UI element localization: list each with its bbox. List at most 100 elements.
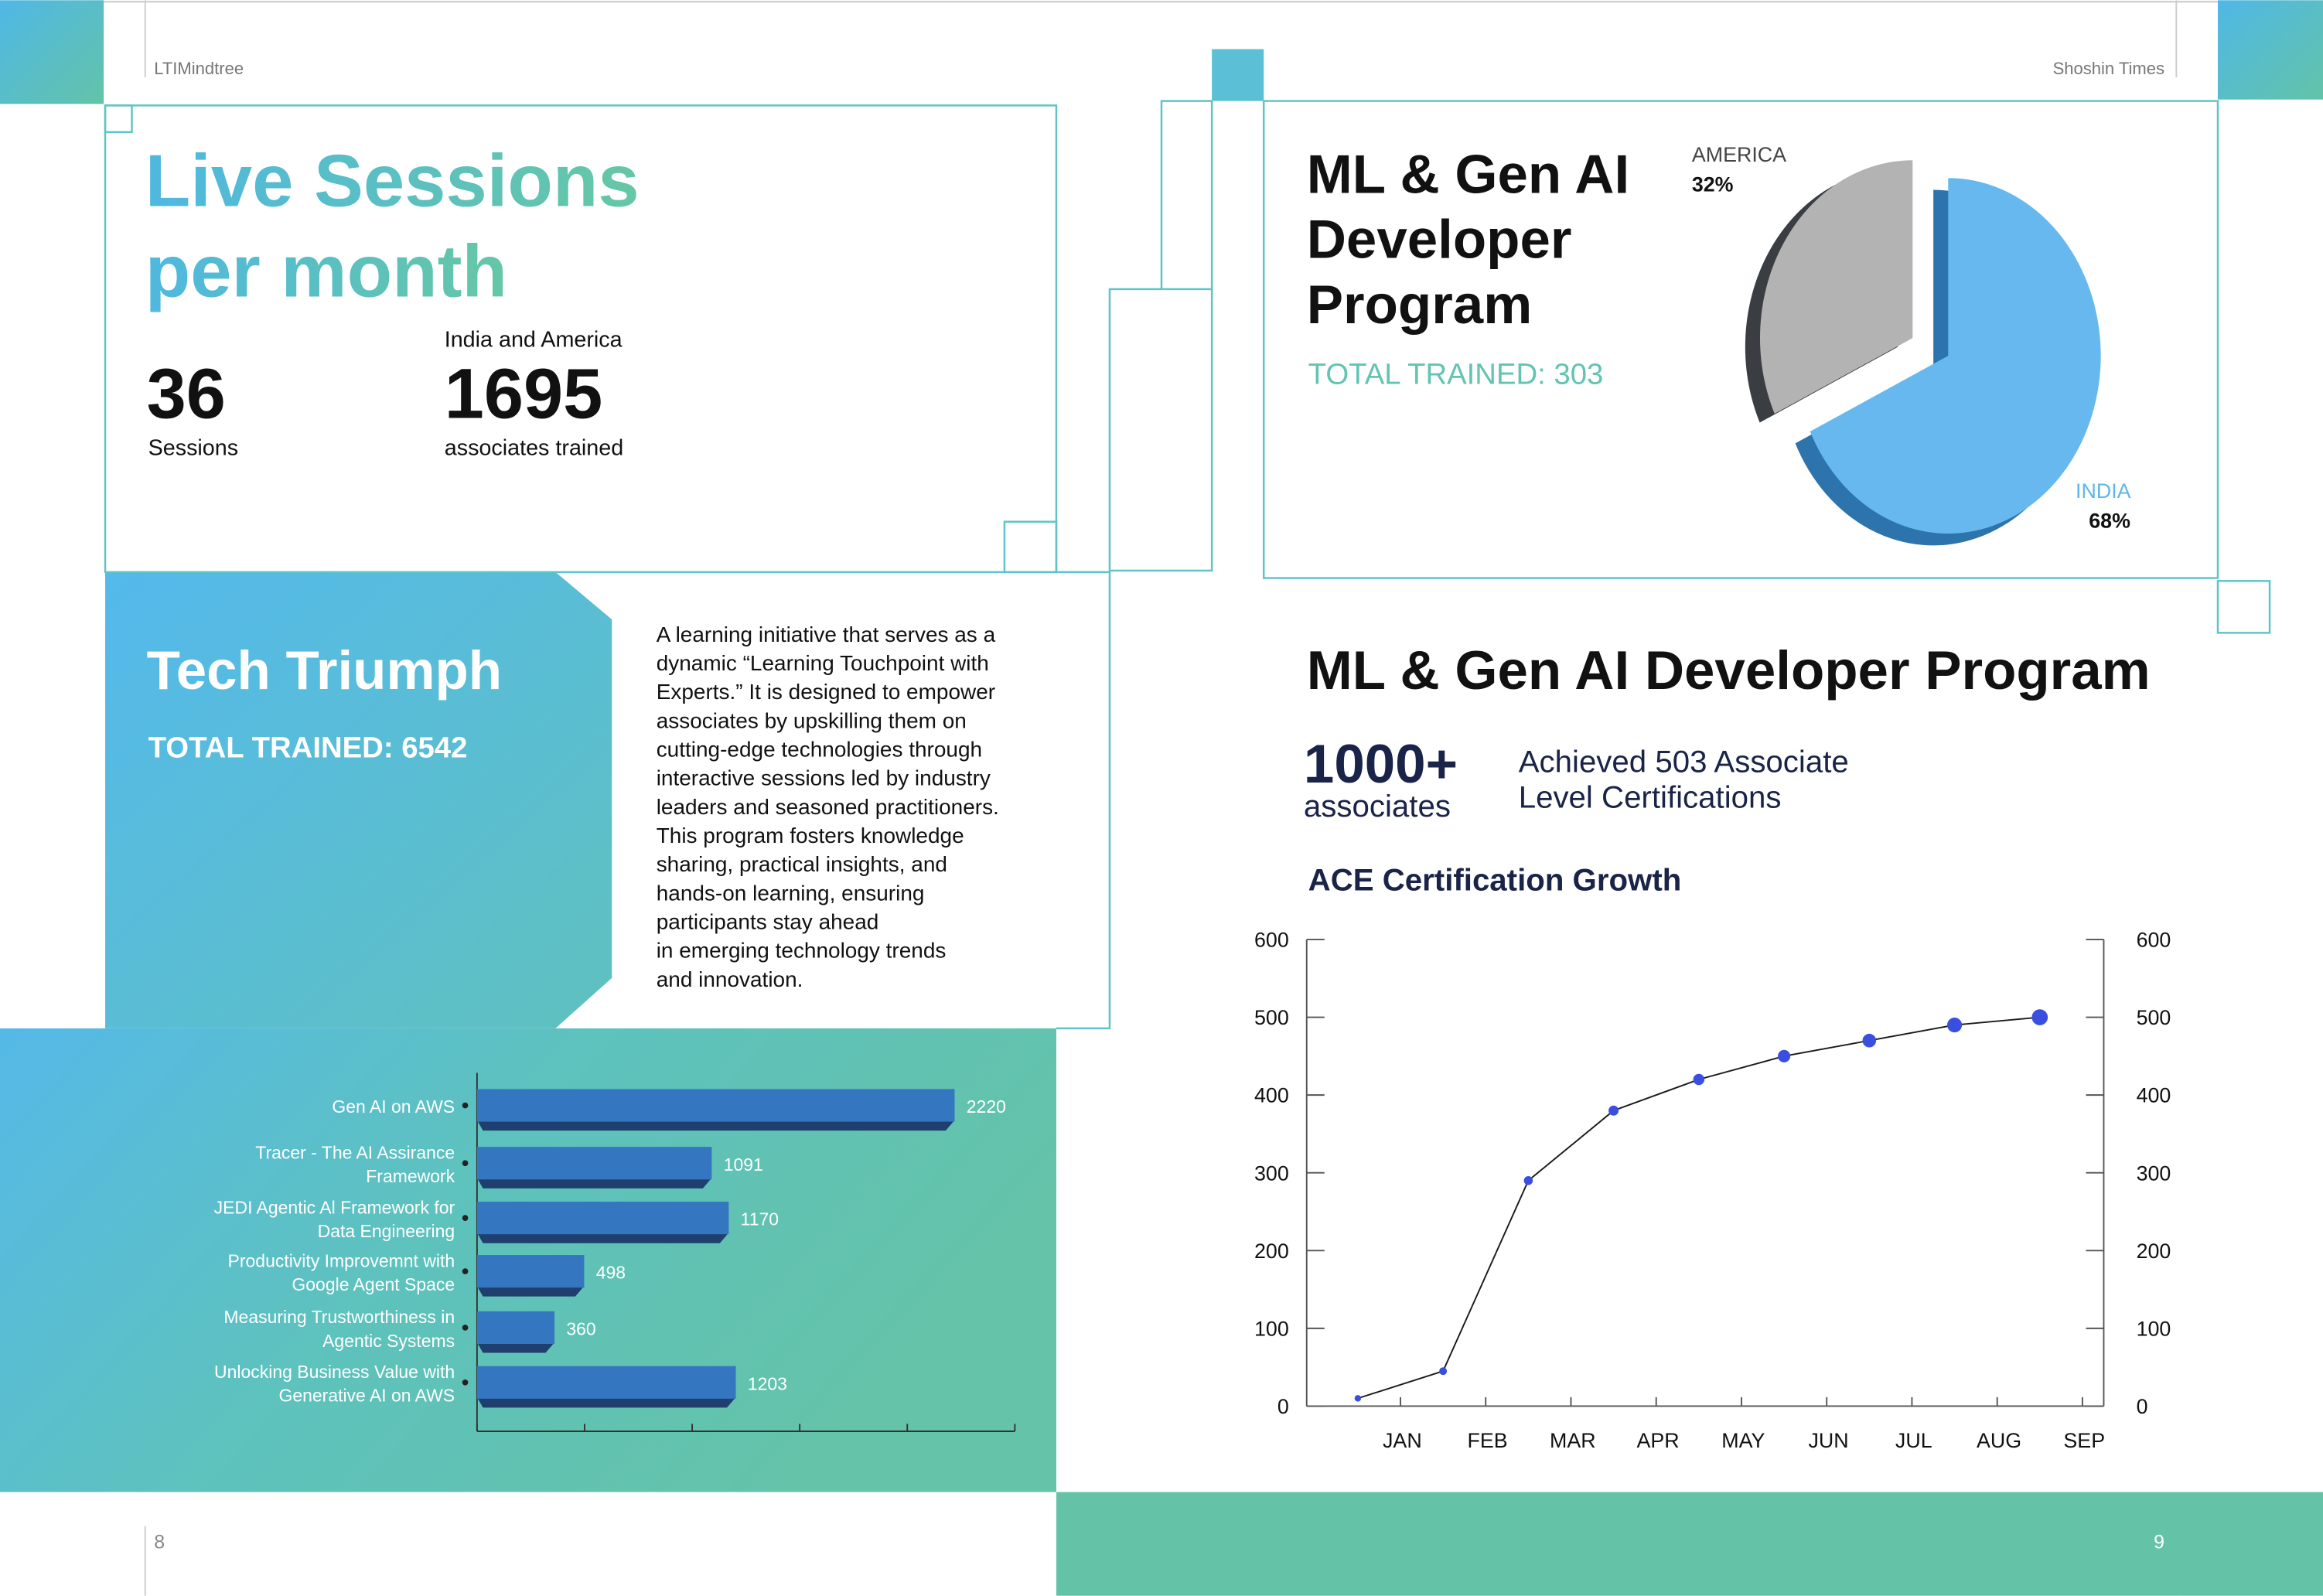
y-tick-label: 100 [1254, 1317, 1289, 1340]
stat-value: 1695 [445, 355, 603, 434]
legend-label: AMERICA [1692, 143, 1786, 166]
label-dot [462, 1102, 469, 1109]
stat-label: associates [1304, 789, 1451, 824]
bar [476, 1255, 585, 1288]
paragraph-line: Experts.” It is designed to empower [657, 680, 995, 704]
data-label: 1203 [748, 1373, 787, 1393]
stat-value: 36 [147, 355, 226, 434]
x-tick-label: SEP [2063, 1429, 2105, 1452]
data-label: 2220 [967, 1096, 1006, 1117]
stat-note: Achieved 503 Associate [1519, 744, 1849, 779]
y-tick-label: Generative AI on AWS [278, 1386, 455, 1406]
section-title: Developer [1307, 210, 1572, 271]
stat-value: 1000+ [1304, 734, 1458, 795]
corner [0, 0, 104, 104]
section-title: Program [1307, 275, 1532, 336]
y-tick-label: Measuring Trustworthiness in [223, 1307, 455, 1327]
corner [2217, 0, 2323, 100]
x-tick-label: JUL [1895, 1429, 1932, 1452]
paragraph-line: in emerging technology trends [657, 939, 947, 963]
x-tick-label: APR [1637, 1429, 1680, 1452]
label-dot [462, 1268, 469, 1274]
pie-slice [1810, 178, 2101, 534]
y-tick-label: Framework [366, 1166, 455, 1186]
data-label: 498 [596, 1263, 626, 1283]
marker [1946, 1018, 1963, 1033]
legend-label: INDIA [2076, 479, 2131, 503]
header-left: LTIMindtree [154, 59, 244, 78]
x-tick-label: MAR [1550, 1429, 1596, 1452]
marker [2031, 1009, 2048, 1025]
paragraph-line: dynamic “Learning Touchpoint with [657, 651, 989, 675]
paragraph-line: participants stay ahead [657, 910, 879, 934]
x-tick-label: AUG [1977, 1429, 2021, 1452]
label-dot [462, 1215, 469, 1221]
y-tick-label: Data Engineering [318, 1221, 455, 1241]
bar-shadow [476, 1120, 955, 1131]
marker [1862, 1033, 1877, 1048]
label-dot [462, 1325, 469, 1331]
section-title: Live Sessions [145, 140, 640, 223]
x-tick-label: FEB [1468, 1429, 1508, 1452]
data-label: 360 [566, 1318, 595, 1339]
bar-shadow [476, 1178, 712, 1188]
y-tick-label: Google Agent Space [292, 1274, 455, 1294]
y-tick-label: Unlocking Business Value with [214, 1362, 455, 1382]
y-tick-label: Gen AI on AWS [332, 1096, 455, 1117]
y2-tick-label: 100 [2137, 1317, 2171, 1340]
y-tick-label: JEDI Agentic Al Framework for [214, 1197, 455, 1217]
marker [1439, 1367, 1448, 1376]
label-dot [462, 1160, 469, 1167]
data-label: 68% [2089, 509, 2130, 532]
section-title: ML & Gen AI Developer Program [1307, 640, 2151, 701]
paragraph-line: hands-on learning, ensuring [657, 881, 925, 905]
bar-shadow [476, 1233, 729, 1243]
bar [476, 1202, 729, 1235]
marker [1778, 1049, 1791, 1062]
stat-label: Sessions [148, 435, 239, 460]
bar [476, 1366, 736, 1399]
y2-tick-label: 300 [2137, 1161, 2171, 1185]
y2-tick-label: 0 [2137, 1395, 2148, 1418]
paragraph-line: cutting-edge technologies through [657, 738, 982, 762]
pie-slice [1759, 160, 1913, 414]
bar-shadow [476, 1286, 585, 1297]
y-tick-label: 200 [1254, 1240, 1289, 1263]
y-tick-label: Agentic Systems [322, 1331, 455, 1351]
y-tick-label: 400 [1254, 1084, 1289, 1107]
y-tick-label: 600 [1254, 929, 1289, 952]
header-right: Shoshin Times [2053, 59, 2164, 78]
section-subtitle: TOTAL TRAINED: 6542 [148, 731, 468, 764]
y-tick-label: Productivity Improvemnt with [228, 1250, 455, 1270]
bar-shadow [476, 1342, 555, 1353]
marker [1693, 1073, 1705, 1086]
y2-tick-label: 200 [2137, 1240, 2171, 1263]
paragraph-line: This program fosters knowledge [657, 824, 964, 847]
y2-tick-label: 600 [2137, 929, 2171, 952]
y-tick-label: Tracer - The AI Assirance [255, 1143, 455, 1163]
data-label: 1091 [724, 1154, 763, 1175]
section-title: per month [145, 230, 507, 312]
paragraph-line: interactive sessions led by industry [657, 766, 991, 790]
label-dot [462, 1379, 469, 1386]
stat-note: Level Certifications [1519, 779, 1782, 814]
y2-tick-label: 500 [2137, 1006, 2171, 1029]
section-title: ML & Gen AI [1307, 144, 1629, 205]
chart-title: ACE Certification Growth [1308, 863, 1682, 898]
paragraph-line: A learning initiative that serves as a [657, 622, 996, 646]
marker [1608, 1105, 1619, 1116]
bar [476, 1089, 955, 1122]
data-label: 32% [1692, 172, 1734, 196]
y-tick-label: 0 [1277, 1395, 1289, 1418]
paragraph-line: sharing, practical insights, and [657, 852, 947, 876]
paragraph-line: and innovation. [657, 967, 803, 991]
bar-shadow [476, 1396, 736, 1408]
paragraph-line: leaders and seasoned practitioners. [657, 795, 999, 819]
marker [1523, 1176, 1533, 1185]
y2-tick-label: 400 [2137, 1084, 2171, 1107]
page-number: 9 [2154, 1531, 2164, 1553]
x-tick-label: JUN [1808, 1429, 1848, 1452]
y-tick-label: 500 [1254, 1006, 1289, 1029]
x-tick-label: JAN [1383, 1429, 1422, 1452]
data-label: 1170 [741, 1209, 779, 1229]
